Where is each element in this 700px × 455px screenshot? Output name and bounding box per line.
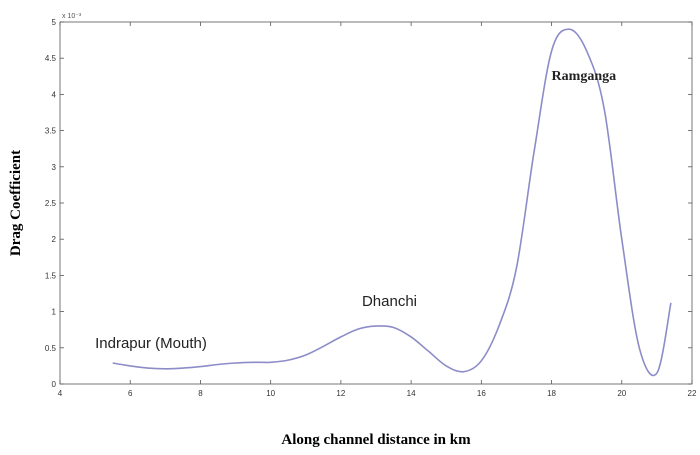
annotation-indrapur: Indrapur (Mouth) (95, 335, 207, 352)
y-tick-label: 5 (52, 18, 57, 27)
y-tick-label: 1.5 (45, 271, 57, 280)
plot-area (59, 21, 693, 385)
drag-coefficient-line (112, 28, 672, 377)
y-axis-label: Drag Coefficient (8, 150, 24, 256)
y-tick-label: 4.5 (45, 54, 57, 63)
y-tick-label: 3.5 (45, 127, 57, 136)
x-tick-label: 8 (198, 389, 203, 398)
x-tick-label: 12 (336, 389, 345, 398)
y-tick-label: 0.5 (45, 344, 57, 353)
x-tick-label: 20 (617, 389, 626, 398)
y-axis-multiplier: x 10⁻³ (62, 13, 82, 20)
annotation-ramganga: Ramganga (552, 69, 617, 84)
x-tick-label: 14 (407, 389, 416, 398)
x-tick-label: 6 (128, 389, 133, 398)
x-tick-label: 22 (688, 389, 697, 398)
y-tick-label: 2 (52, 235, 57, 244)
x-tick-label: 18 (547, 389, 556, 398)
x-axis-label: Along channel distance in km (281, 432, 471, 448)
y-axis-ticks: 0 0.5 1 1.5 2 2.5 3 3.5 4 4.5 5 (45, 18, 692, 389)
x-tick-label: 16 (477, 389, 486, 398)
x-axis-ticks: 4 6 8 10 12 14 16 18 20 22 (58, 22, 697, 398)
x-tick-label: 4 (58, 389, 63, 398)
y-tick-label: 2.5 (45, 199, 57, 208)
y-tick-label: 0 (52, 380, 57, 389)
x-tick-label: 10 (266, 389, 275, 398)
y-tick-label: 3 (52, 163, 57, 172)
y-tick-label: 4 (52, 90, 57, 99)
y-tick-label: 1 (52, 308, 57, 317)
annotation-dhanchi: Dhanchi (362, 293, 417, 310)
